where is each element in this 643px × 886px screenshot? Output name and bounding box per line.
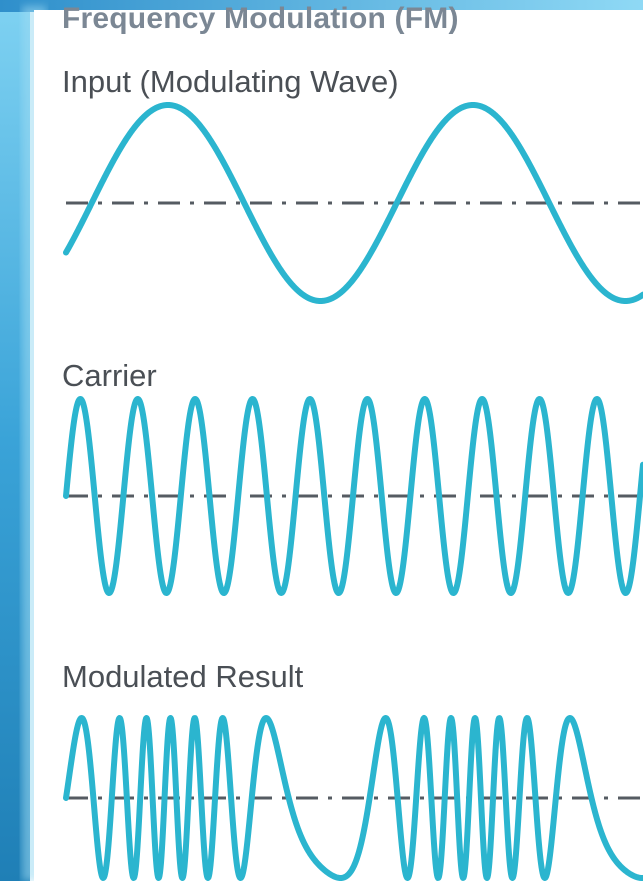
input-wave-line [63, 102, 643, 304]
diagram-panel [34, 10, 643, 885]
modulated-wave-line [63, 715, 643, 881]
frame-top-border [0, 0, 643, 12]
carrier-wave-line [63, 396, 643, 596]
waves-group [63, 102, 643, 881]
